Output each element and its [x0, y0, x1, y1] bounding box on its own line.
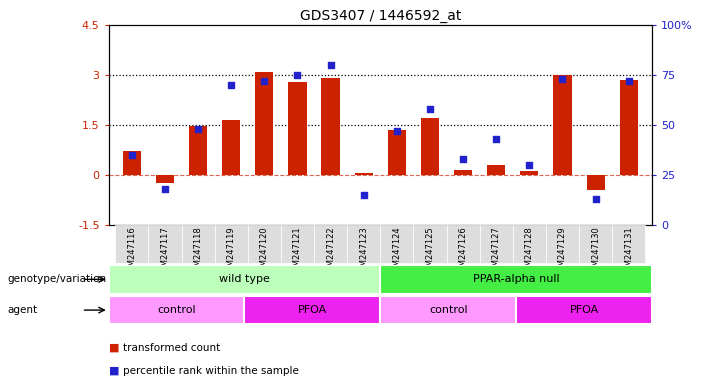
Bar: [215, 225, 247, 263]
Text: GSM247130: GSM247130: [591, 227, 600, 277]
Text: GSM247121: GSM247121: [293, 227, 302, 277]
Point: [126, 152, 137, 158]
Text: GSM247128: GSM247128: [525, 227, 534, 277]
Point: [292, 72, 303, 78]
Text: GSM247126: GSM247126: [458, 227, 468, 277]
Point: [590, 195, 601, 202]
Text: GSM247118: GSM247118: [193, 227, 203, 277]
Bar: [520, 171, 538, 175]
Point: [557, 76, 568, 82]
Point: [259, 78, 270, 84]
Point: [159, 185, 170, 192]
Text: GSM247127: GSM247127: [491, 227, 501, 277]
Text: PFOA: PFOA: [569, 305, 599, 315]
Text: PFOA: PFOA: [298, 305, 327, 315]
Text: ■: ■: [109, 343, 119, 353]
Bar: [454, 170, 472, 175]
Text: GSM247117: GSM247117: [161, 227, 170, 277]
Text: control: control: [157, 305, 196, 315]
Point: [358, 192, 369, 198]
Text: wild type: wild type: [219, 274, 270, 285]
Text: GSM247122: GSM247122: [326, 227, 335, 277]
Text: GSM247129: GSM247129: [558, 227, 567, 277]
Point: [325, 62, 336, 68]
Text: GSM247119: GSM247119: [226, 227, 236, 277]
Bar: [189, 126, 207, 175]
Bar: [388, 130, 406, 175]
Bar: [620, 80, 638, 175]
Bar: [156, 175, 174, 183]
Text: GSM247123: GSM247123: [359, 227, 368, 277]
Point: [391, 128, 402, 134]
Text: ■: ■: [109, 366, 119, 376]
Bar: [612, 225, 646, 263]
Text: GSM247120: GSM247120: [260, 227, 269, 277]
Bar: [123, 151, 141, 175]
Bar: [381, 225, 414, 263]
Text: GSM247124: GSM247124: [393, 227, 402, 277]
Point: [623, 78, 634, 84]
Bar: [414, 225, 447, 263]
Point: [491, 136, 502, 142]
Text: GSM247116: GSM247116: [128, 227, 136, 277]
Bar: [447, 225, 479, 263]
Point: [458, 156, 469, 162]
Bar: [587, 175, 605, 190]
Bar: [314, 225, 347, 263]
Text: percentile rank within the sample: percentile rank within the sample: [123, 366, 299, 376]
Text: GSM247131: GSM247131: [625, 227, 633, 277]
Bar: [381, 296, 516, 324]
Bar: [553, 75, 571, 175]
Bar: [513, 225, 546, 263]
Bar: [347, 225, 381, 263]
Text: control: control: [429, 305, 468, 315]
Point: [424, 106, 435, 112]
Bar: [247, 225, 281, 263]
Bar: [115, 225, 149, 263]
Bar: [579, 225, 612, 263]
Bar: [381, 265, 652, 294]
Text: transformed count: transformed count: [123, 343, 220, 353]
Bar: [288, 81, 306, 175]
Text: agent: agent: [7, 305, 37, 315]
Bar: [109, 265, 381, 294]
Bar: [182, 225, 215, 263]
Text: PPAR-alpha null: PPAR-alpha null: [472, 274, 559, 285]
Bar: [255, 71, 273, 175]
Bar: [487, 165, 505, 175]
Point: [226, 82, 237, 88]
Bar: [355, 173, 373, 175]
Bar: [245, 296, 381, 324]
Bar: [149, 225, 182, 263]
Text: genotype/variation: genotype/variation: [7, 274, 106, 285]
Bar: [479, 225, 513, 263]
Text: GSM247125: GSM247125: [426, 227, 435, 277]
Point: [193, 126, 204, 132]
Bar: [516, 296, 652, 324]
Bar: [421, 118, 439, 175]
Bar: [222, 120, 240, 175]
Point: [524, 162, 535, 168]
Title: GDS3407 / 1446592_at: GDS3407 / 1446592_at: [299, 8, 461, 23]
Bar: [109, 296, 245, 324]
Bar: [322, 78, 340, 175]
Bar: [546, 225, 579, 263]
Bar: [281, 225, 314, 263]
